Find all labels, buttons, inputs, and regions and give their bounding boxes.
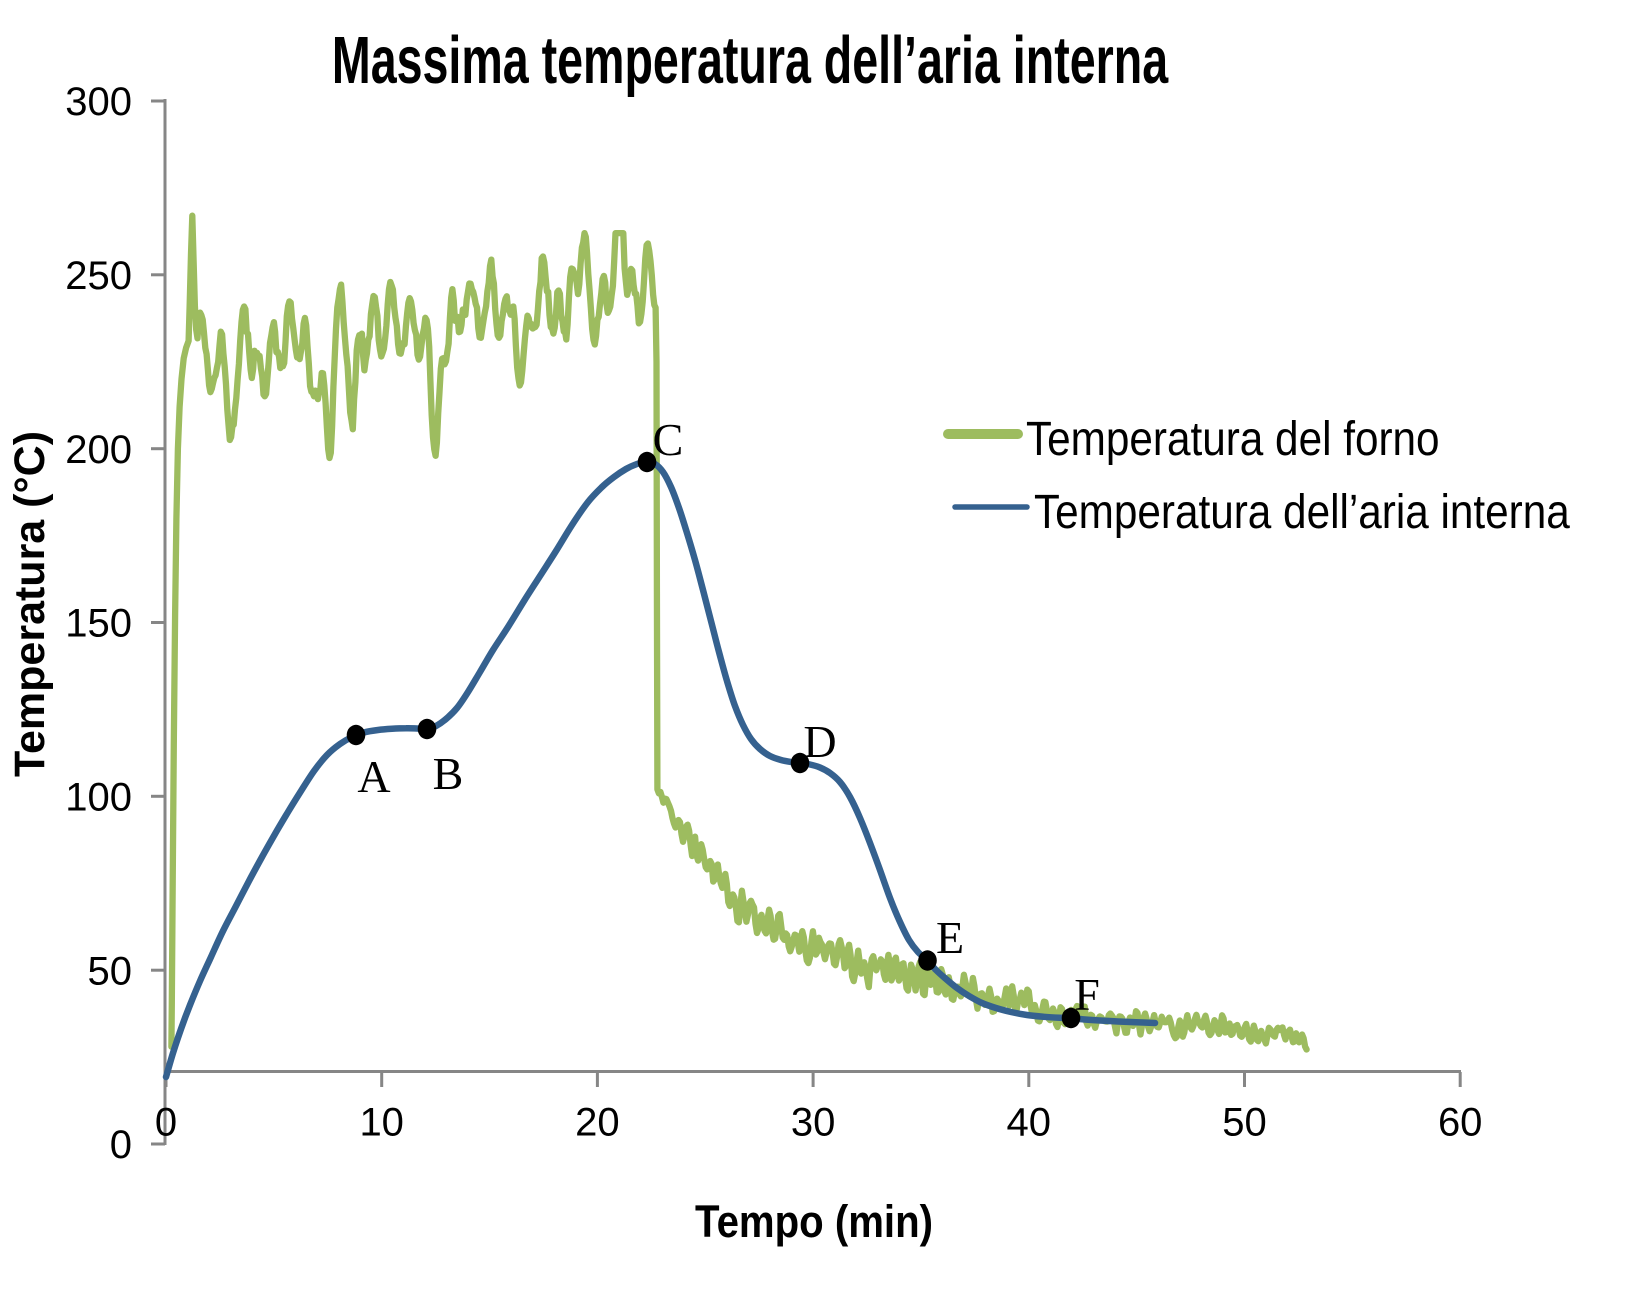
svg-text:0: 0 bbox=[110, 1123, 132, 1167]
svg-text:C: C bbox=[653, 414, 684, 465]
svg-text:40: 40 bbox=[1007, 1101, 1052, 1145]
svg-text:30: 30 bbox=[791, 1101, 836, 1145]
svg-text:Temperatura dell’aria interna: Temperatura dell’aria interna bbox=[1034, 484, 1571, 538]
svg-text:A: A bbox=[357, 751, 390, 802]
svg-text:100: 100 bbox=[65, 776, 132, 820]
svg-text:Massima temperatura dell’aria: Massima temperatura dell’aria interna bbox=[332, 24, 1169, 98]
svg-text:10: 10 bbox=[359, 1101, 404, 1145]
svg-text:200: 200 bbox=[65, 428, 132, 472]
svg-text:50: 50 bbox=[1222, 1101, 1267, 1145]
svg-text:E: E bbox=[936, 912, 964, 963]
svg-text:F: F bbox=[1074, 969, 1100, 1020]
svg-text:B: B bbox=[433, 748, 464, 799]
svg-text:Temperatura (°C): Temperatura (°C) bbox=[6, 431, 54, 777]
svg-text:50: 50 bbox=[88, 949, 133, 993]
svg-text:20: 20 bbox=[575, 1101, 620, 1145]
svg-text:Tempo (min): Tempo (min) bbox=[695, 1197, 933, 1248]
svg-text:60: 60 bbox=[1438, 1101, 1483, 1145]
svg-text:Temperatura del forno: Temperatura del forno bbox=[1026, 411, 1440, 465]
svg-text:150: 150 bbox=[65, 602, 132, 646]
svg-text:250: 250 bbox=[65, 254, 132, 298]
svg-text:0: 0 bbox=[155, 1101, 177, 1145]
svg-text:300: 300 bbox=[65, 80, 132, 124]
svg-text:D: D bbox=[803, 716, 836, 767]
